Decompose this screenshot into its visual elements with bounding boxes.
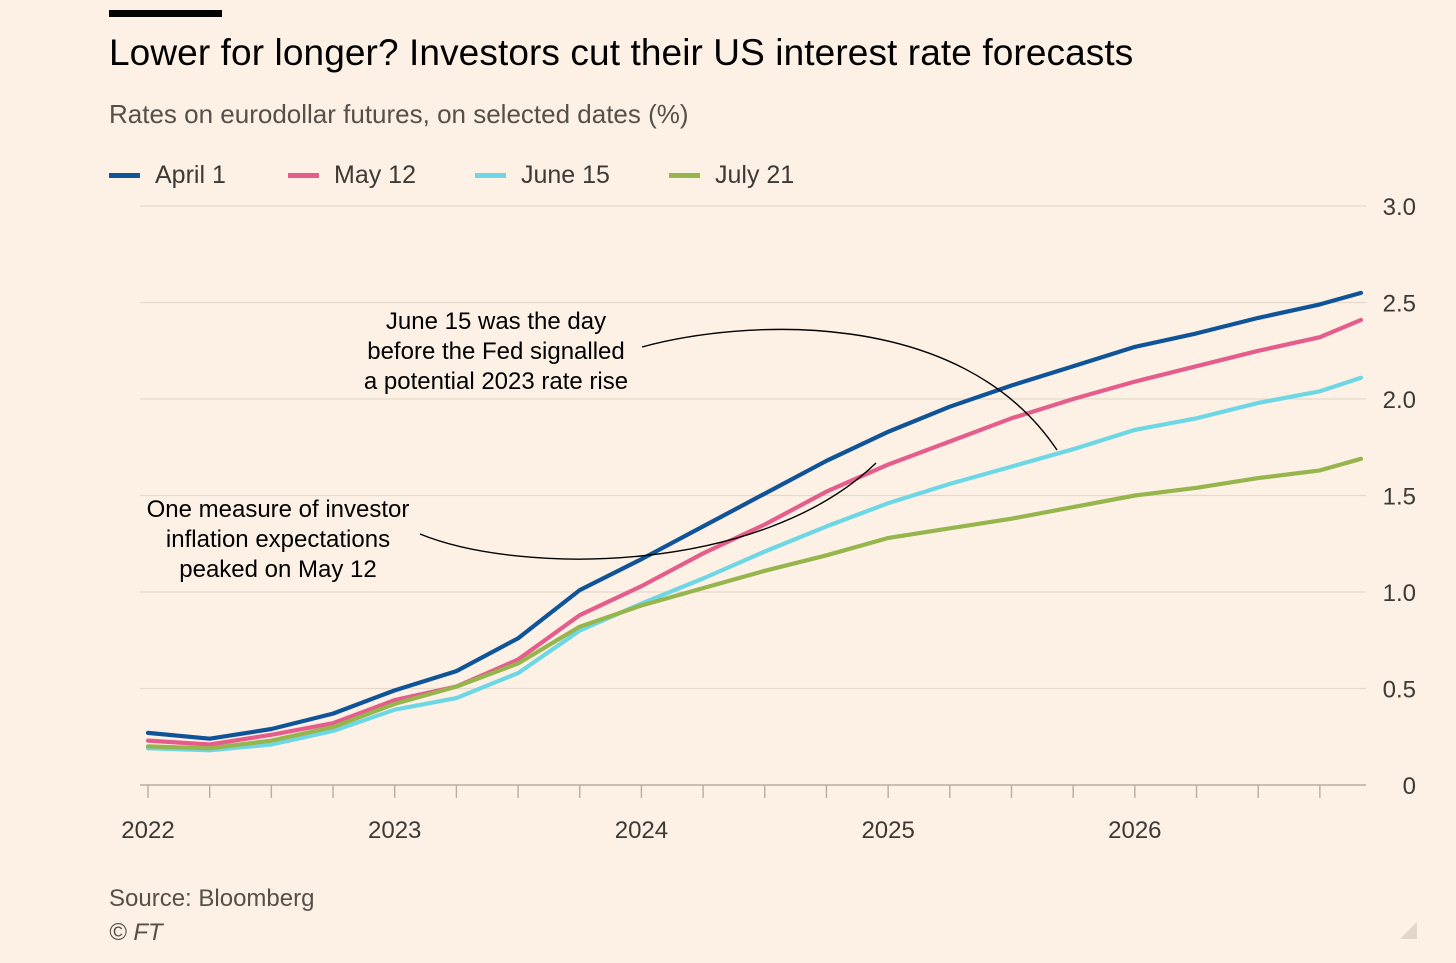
annotation-may-12-line-3: peaked on May 12 — [179, 556, 376, 583]
source-note: Source: Bloomberg — [109, 885, 315, 912]
legend-label-may-12: May 12 — [334, 160, 416, 189]
x-tick-label-2024: 2024 — [615, 817, 668, 844]
y-tick-label-0: 0 — [1403, 773, 1416, 800]
chart-title: Lower for longer? Investors cut their US… — [109, 32, 1134, 73]
y-axis: 0 0.5 1.0 1.5 2.0 2.5 3.0 — [1383, 194, 1416, 800]
y-tick-label-2.0: 2.0 — [1383, 387, 1416, 414]
series-line-may-12 — [145, 317, 1364, 747]
series-lines — [145, 290, 1364, 753]
legend-item-may-12: May 12 — [288, 158, 416, 192]
x-tick-label-2023: 2023 — [368, 817, 421, 844]
gridlines — [140, 205, 1366, 690]
y-tick-label-2.5: 2.5 — [1383, 291, 1416, 318]
legend-label-july-21: July 21 — [715, 160, 795, 189]
y-tick-label-3.0: 3.0 — [1383, 194, 1416, 221]
resize-handle-icon[interactable] — [1398, 920, 1418, 940]
series-line-june-15 — [145, 375, 1364, 753]
legend-item-april-1: April 1 — [109, 158, 226, 192]
legend-swatch-july-21 — [669, 172, 700, 178]
brand-top-bar — [109, 10, 222, 17]
x-axis: 2022 2023 2024 2025 2026 — [121, 784, 1366, 844]
series-line-july-21 — [145, 456, 1364, 751]
x-tick-label-2026: 2026 — [1108, 817, 1161, 844]
x-tick-label-2022: 2022 — [121, 817, 174, 844]
series-line-april-1 — [145, 290, 1364, 741]
annotation-june-15-line-1: June 15 was the day — [386, 308, 606, 335]
legend-item-june-15: June 15 — [475, 158, 610, 192]
y-tick-label-1.5: 1.5 — [1383, 484, 1416, 511]
y-tick-label-0.5: 0.5 — [1383, 677, 1416, 704]
annotation-leader-june-15 — [641, 328, 1058, 451]
chart-subtitle: Rates on eurodollar futures, on selected… — [109, 99, 689, 129]
legend-swatch-june-15 — [475, 172, 506, 178]
legend-label-april-1: April 1 — [155, 160, 226, 189]
legend-item-july-21: July 21 — [669, 158, 794, 192]
annotation-leader-may-12 — [419, 462, 877, 560]
legend-swatch-may-12 — [288, 172, 319, 178]
copyright-note: © FT — [109, 919, 163, 946]
legend-label-june-15: June 15 — [521, 160, 610, 189]
annotation-may-12-line-1: One measure of investor — [147, 496, 410, 523]
annotation-june-15-line-3: a potential 2023 rate rise — [364, 368, 628, 395]
x-tick-label-2025: 2025 — [861, 817, 914, 844]
annotation-june-15-line-2: before the Fed signalled — [367, 338, 625, 365]
y-tick-label-1.0: 1.0 — [1383, 580, 1416, 607]
legend-swatch-april-1 — [109, 172, 140, 178]
annotation-may-12-line-2: inflation expectations — [166, 526, 390, 553]
annotations: June 15 was the day before the Fed signa… — [147, 308, 1058, 583]
